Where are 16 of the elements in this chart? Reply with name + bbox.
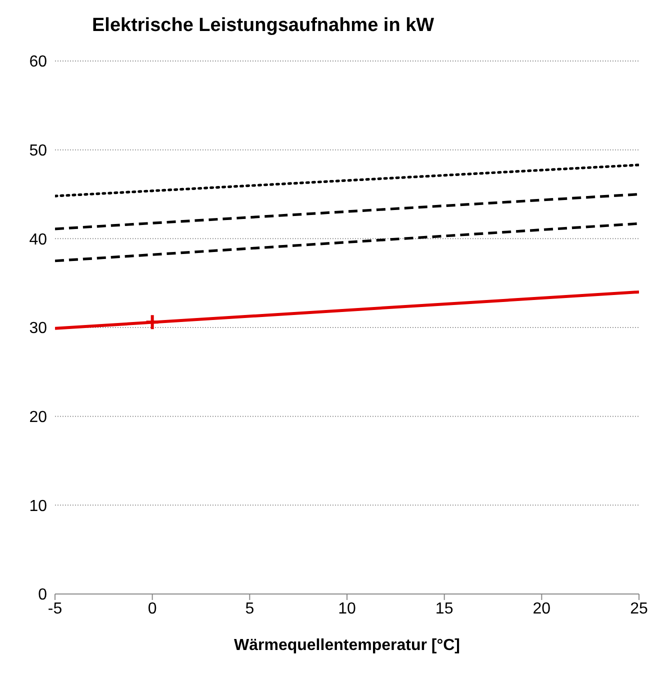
x-tick-label: 15 bbox=[435, 600, 454, 618]
x-tick-label: 0 bbox=[148, 600, 157, 618]
x-tick-label: 5 bbox=[245, 600, 254, 618]
x-axis-title: Wärmequellentemperatur [°C] bbox=[234, 637, 460, 654]
y-tick-label: 30 bbox=[29, 320, 48, 338]
x-tick-label: 20 bbox=[532, 600, 551, 618]
y-tick-label: 40 bbox=[29, 231, 48, 248]
y-tick-label: 0 bbox=[38, 586, 48, 604]
chart-title: Elektrische Leistungsaufnahme in kW bbox=[91, 14, 436, 38]
x-tick-label: 25 bbox=[630, 600, 648, 618]
y-tick-label: 50 bbox=[29, 142, 48, 160]
y-tick-label: 60 bbox=[29, 54, 48, 71]
y-tick-label: 10 bbox=[29, 498, 48, 515]
x-tick-label: 10 bbox=[338, 600, 356, 618]
y-tick-label: 20 bbox=[29, 409, 48, 426]
x-tick-label: -5 bbox=[48, 600, 62, 618]
